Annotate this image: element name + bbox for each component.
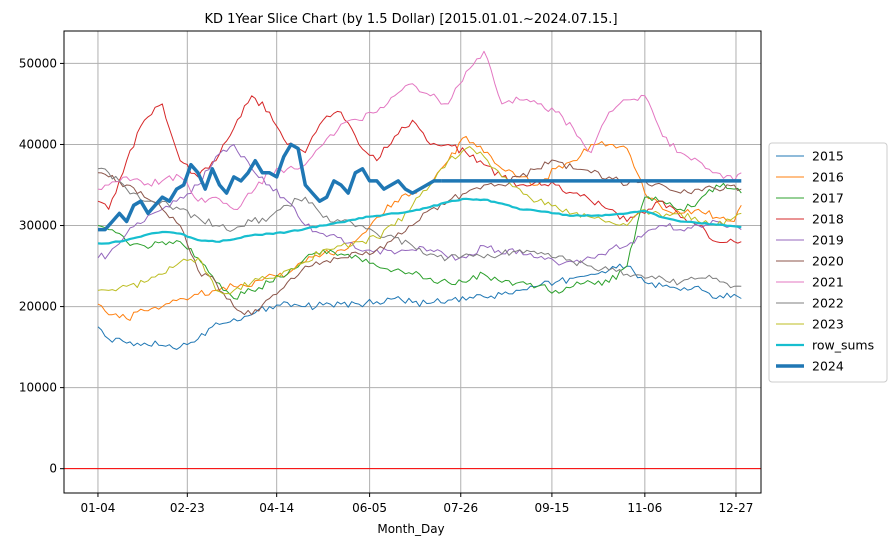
x-tick-label: 11-06 <box>627 501 662 515</box>
legend-label: 2017 <box>812 191 844 206</box>
chart-title: KD 1Year Slice Chart (by 1.5 Dollar) [20… <box>204 12 617 27</box>
x-axis-ticks: 01-04 02-23 04-14 06-05 07-26 09-15 11-06 12-27 <box>81 493 754 515</box>
y-tick-label: 20000 <box>19 300 57 314</box>
y-tick-label: 10000 <box>19 381 57 395</box>
x-tick-label: 02-23 <box>170 501 205 515</box>
x-tick-label: 01-04 <box>81 501 116 515</box>
x-axis-label: Month_Day <box>377 522 444 536</box>
series-line-2019 <box>97 144 742 266</box>
legend-label: 2016 <box>812 170 844 185</box>
legend-box <box>768 142 888 383</box>
x-tick-label: 04-14 <box>259 501 294 515</box>
series-line-row-sums <box>97 197 742 245</box>
x-tick-label: 09-15 <box>534 501 569 515</box>
legend-label: 2021 <box>812 275 844 290</box>
legend-label: 2022 <box>812 296 844 311</box>
series-line-2024 <box>98 142 442 232</box>
legend-label: 2019 <box>812 233 844 248</box>
plot-frame <box>63 30 762 494</box>
x-tick-label: 07-26 <box>443 501 478 515</box>
legend-label: row_sums <box>812 338 874 353</box>
y-tick-label: 0 <box>49 462 57 476</box>
legend: 2015 2016 2017 2018 2019 2020 2021 2022 2023 row_… <box>768 142 888 383</box>
series-line-2017 <box>97 182 742 300</box>
legend-label: 2018 <box>812 212 844 227</box>
series-line-2018 <box>97 95 742 244</box>
y-tick-label: 40000 <box>19 137 57 151</box>
legend-label: 2020 <box>812 254 844 269</box>
series-line-2015 <box>97 263 742 350</box>
y-tick-label: 30000 <box>19 219 57 233</box>
x-tick-label: 12-27 <box>719 501 754 515</box>
legend-label: 2015 <box>812 149 844 164</box>
x-tick-label: 06-05 <box>352 501 387 515</box>
y-axis-ticks: 0 10000 20000 30000 40000 50000 <box>19 56 64 476</box>
series-layer <box>97 50 742 350</box>
series-line-2023 <box>97 146 742 295</box>
y-tick-label: 50000 <box>19 56 57 70</box>
series-line-2021 <box>97 50 742 210</box>
legend-label: 2023 <box>812 317 844 332</box>
grid-lines <box>64 31 761 493</box>
series-line-2022 <box>97 167 742 289</box>
legend-label: 2024 <box>812 359 844 374</box>
